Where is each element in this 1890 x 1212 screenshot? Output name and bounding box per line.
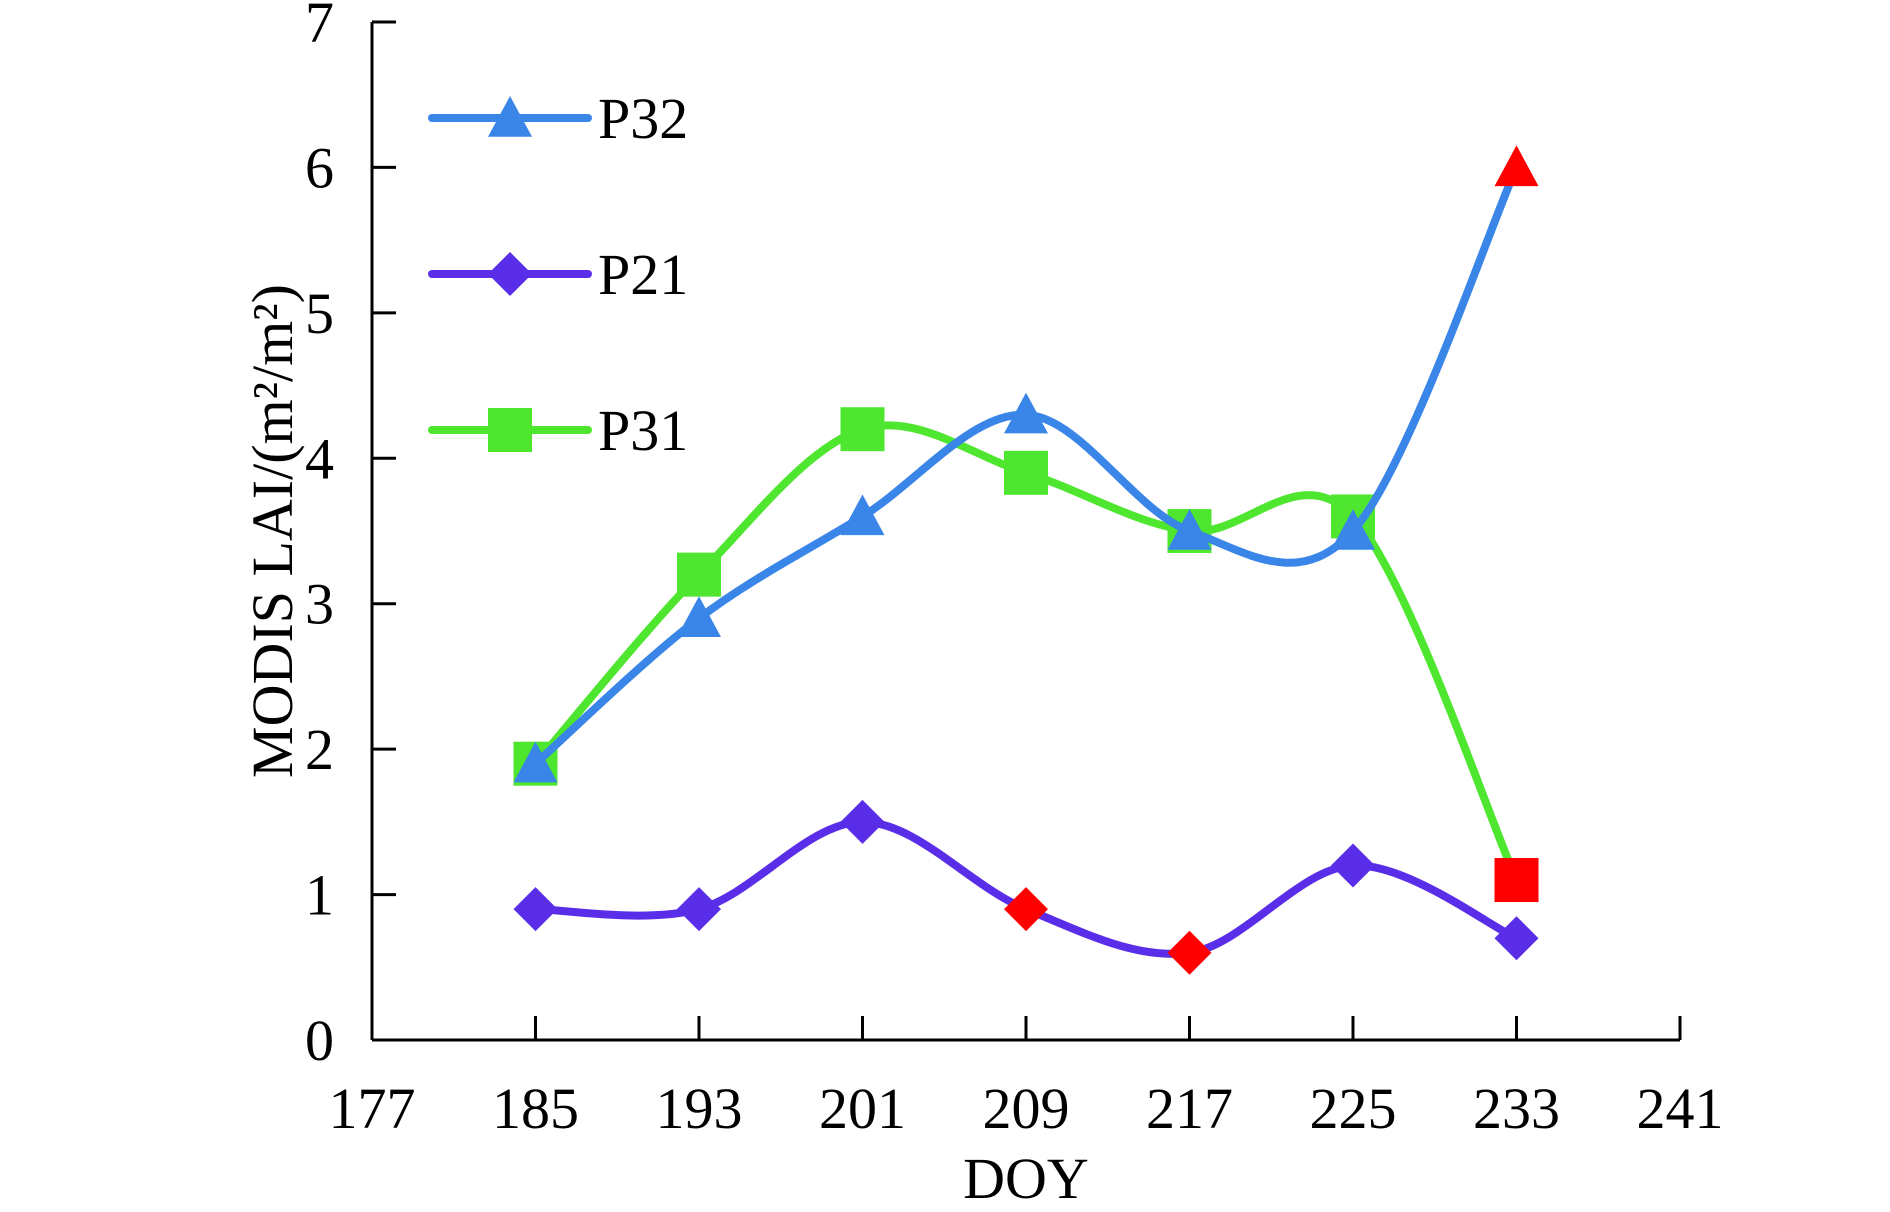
legend-label: P32 — [598, 86, 688, 151]
y-tick-label: 4 — [305, 426, 334, 491]
x-tick-label: 209 — [983, 1076, 1070, 1141]
triangle-marker — [677, 596, 721, 637]
diamond-marker — [513, 887, 558, 932]
legend-label: P21 — [598, 242, 688, 307]
legend-item-p21: P21 — [428, 242, 688, 307]
series-p32 — [513, 145, 1539, 783]
legend-label: P31 — [598, 398, 688, 463]
square-marker — [840, 407, 885, 452]
diamond-marker — [840, 799, 885, 844]
square-marker — [677, 552, 721, 597]
square-marker — [1494, 858, 1539, 903]
triangle-marker — [1494, 145, 1539, 187]
triangle-marker — [1331, 509, 1375, 550]
x-tick-label: 233 — [1473, 1076, 1560, 1141]
y-tick-label: 3 — [305, 572, 334, 637]
y-axis-ticks: 0 1 2 3 4 5 6 7 — [305, 0, 396, 1073]
x-tick-label: 225 — [1310, 1076, 1397, 1141]
legend-triangle-marker — [488, 96, 532, 137]
y-tick-label: 1 — [305, 863, 334, 928]
x-tick-label: 241 — [1637, 1076, 1724, 1141]
diamond-marker — [677, 887, 721, 932]
x-axis-title: DOY — [963, 1146, 1089, 1211]
series-p21 — [513, 799, 1539, 975]
y-tick-label: 0 — [305, 1008, 334, 1073]
diamond-marker — [1331, 843, 1375, 888]
y-tick-label: 7 — [305, 0, 334, 55]
y-axis-title: MODIS LAI/(m²/m²) — [240, 284, 305, 778]
legend-diamond-marker — [488, 252, 532, 296]
legend-item-p31: P31 — [428, 398, 688, 463]
diamond-marker — [1004, 887, 1048, 932]
diamond-marker — [1494, 916, 1539, 961]
triangle-marker — [1004, 392, 1048, 434]
legend-square-marker — [488, 408, 532, 452]
x-tick-label: 217 — [1146, 1076, 1233, 1141]
x-axis-ticks: 177 185 193 201 209 217 225 233 241 — [329, 1016, 1724, 1141]
x-tick-label: 185 — [492, 1076, 579, 1141]
x-tick-label: 177 — [329, 1076, 416, 1141]
x-tick-label: 201 — [819, 1076, 906, 1141]
triangle-marker — [840, 494, 885, 536]
legend: P32 P21 P31 — [428, 86, 688, 463]
y-tick-label: 2 — [305, 717, 334, 782]
legend-item-p32: P32 — [428, 86, 688, 151]
x-tick-label: 193 — [656, 1076, 743, 1141]
series-layer — [513, 145, 1539, 975]
diamond-marker — [1167, 930, 1212, 975]
triangle-marker — [513, 741, 558, 783]
triangle-marker — [1167, 509, 1212, 550]
y-tick-label: 6 — [305, 135, 334, 200]
y-tick-label: 5 — [305, 281, 334, 346]
square-marker — [1004, 450, 1048, 495]
